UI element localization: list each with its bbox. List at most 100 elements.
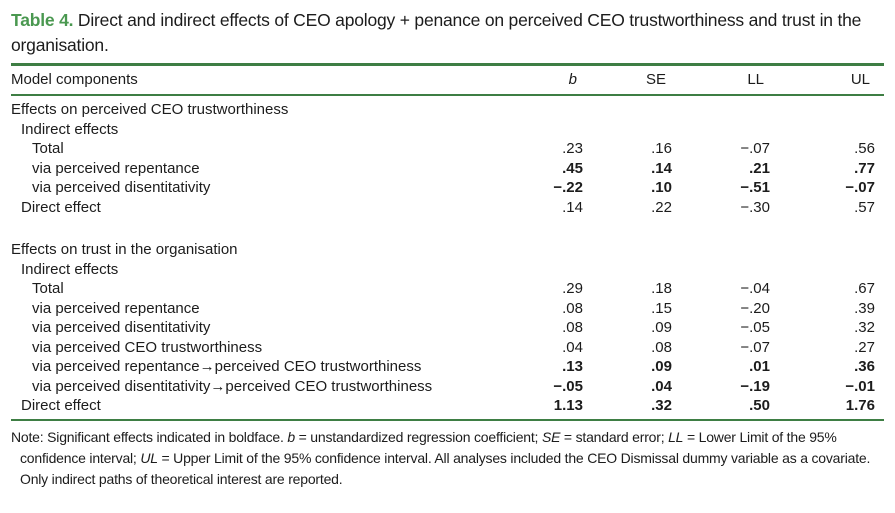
column-header-b: b (568, 71, 577, 88)
table-row: via perceived CEO trustworthiness .04 .0… (11, 338, 884, 358)
cell-ll: −.51 (740, 179, 770, 196)
column-header-ul: UL (850, 71, 870, 88)
cell-ll: .01 (749, 358, 770, 375)
column-header-ll: LL (747, 71, 764, 88)
section-header: Effects on trust in the organisation (11, 241, 238, 258)
cell-ul: 1.76 (845, 397, 875, 414)
cell-ul: .57 (854, 198, 875, 216)
cell-b: −.05 (553, 377, 583, 395)
table-row: Total .23 .16 −.07 .56 (11, 139, 884, 159)
cell-ll: −.04 (740, 280, 770, 297)
cell-ul (770, 260, 884, 280)
cell-se: .18 (651, 280, 672, 297)
table-row: Direct effect .14 .22 −.30 .57 (11, 198, 884, 218)
cell-ul: .77 (854, 159, 875, 177)
cell-se (583, 260, 672, 280)
table-row: via perceived disentitativity→perceived … (11, 377, 884, 397)
cell-b: .04 (562, 338, 583, 356)
cell-ul: .32 (854, 319, 875, 336)
cell-b: −.22 (553, 179, 583, 196)
cell-ll (672, 120, 770, 140)
cell-b (503, 260, 583, 280)
cell-ll: −.19 (740, 377, 770, 395)
cell-b: .08 (562, 299, 583, 317)
row-label: Direct effect (21, 397, 101, 414)
table-caption: Table 4. Direct and indirect effects of … (11, 8, 884, 58)
cell-ul: −.07 (845, 179, 875, 196)
section-header-row: Effects on perceived CEO trustworthiness (11, 100, 884, 120)
column-header-model-components: Model components (11, 71, 138, 88)
section-header-row: Effects on trust in the organisation (11, 240, 884, 260)
column-header-se: SE (645, 71, 666, 88)
note-text: = standard error; (560, 428, 669, 445)
row-label: via perceived disentitativity (32, 319, 211, 336)
cell-ll: .21 (749, 159, 770, 177)
cell-ll: −.20 (740, 299, 770, 317)
table-number: Table 4. (11, 10, 74, 30)
table-row: Indirect effects (11, 120, 884, 140)
table-row: Total .29 .18 −.04 .67 (11, 279, 884, 299)
bottom-rule (11, 418, 884, 421)
row-label: Direct effect (21, 198, 101, 216)
table-note: Note: Significant effects indicated in b… (11, 427, 884, 490)
cell-ul: .36 (854, 358, 875, 375)
note-var-b: b (287, 428, 295, 445)
cell-se: .14 (651, 159, 672, 177)
cell-ll (672, 260, 770, 280)
cell-b: .45 (562, 159, 583, 177)
section-header: Effects on perceived CEO trustworthiness (11, 101, 289, 118)
cell-ul (770, 120, 884, 140)
note-var-ll: LL (668, 428, 684, 445)
cell-b: .14 (562, 198, 583, 216)
cell-se: .09 (651, 319, 672, 336)
cell-ll: −.05 (740, 319, 770, 336)
note-text: = Lower Limit of the 95% confidence inte… (20, 428, 837, 466)
row-label: via perceived repentance→perceived CEO t… (32, 358, 422, 375)
cell-b: .13 (562, 358, 583, 375)
cell-ul: .27 (854, 338, 875, 356)
table-row: via perceived repentance→perceived CEO t… (11, 357, 884, 377)
table-row: Direct effect 1.13 .32 .50 1.76 (11, 396, 884, 416)
table-row: via perceived disentitativity .08 .09 −.… (11, 318, 884, 338)
cell-ll: .50 (749, 397, 770, 414)
table-body: Effects on perceived CEO trustworthiness… (11, 96, 884, 419)
row-label: Indirect effects (21, 260, 119, 278)
row-label: via perceived repentance (32, 159, 200, 177)
cell-ul: .56 (854, 140, 875, 157)
cell-ll: −.30 (740, 198, 770, 216)
cell-ll: −.07 (740, 140, 770, 157)
row-label: via perceived disentitativity→perceived … (32, 377, 433, 395)
row-label: Indirect effects (21, 120, 119, 138)
section-gap (11, 217, 884, 240)
cell-b: 1.13 (553, 397, 583, 414)
cell-se: .16 (651, 140, 672, 157)
row-label: via perceived repentance (32, 299, 200, 317)
row-label: via perceived CEO trustworthiness (32, 338, 263, 356)
note-var-ul: UL (140, 449, 158, 466)
table-header-row: Model components b SE LL UL (11, 66, 884, 94)
cell-se: .15 (651, 299, 672, 317)
cell-se: .04 (651, 377, 672, 395)
header-rule (11, 93, 884, 96)
cell-b (503, 120, 583, 140)
cell-ul: −.01 (845, 377, 875, 395)
cell-se: .32 (651, 397, 672, 414)
row-label: Total (32, 140, 64, 157)
cell-b: .23 (562, 140, 583, 157)
note-text: Note: Significant effects indicated in b… (11, 428, 288, 445)
cell-ll: −.07 (740, 338, 770, 356)
note-text: = unstandardized regression coefficient; (294, 428, 542, 445)
note-var-se: SE (541, 428, 561, 445)
row-label: Total (32, 280, 64, 297)
cell-b: .08 (562, 319, 583, 336)
table-row: via perceived repentance .08 .15 −.20 .3… (11, 299, 884, 319)
table-caption-text: Direct and indirect effects of CEO apolo… (11, 10, 862, 55)
cell-se: .22 (651, 198, 672, 216)
row-label: via perceived disentitativity (32, 179, 211, 196)
table-row: via perceived disentitativity −.22 .10 −… (11, 178, 884, 198)
cell-se (583, 120, 672, 140)
cell-b: .29 (562, 280, 583, 297)
table-row: via perceived repentance .45 .14 .21 .77 (11, 159, 884, 179)
cell-se: .09 (651, 358, 672, 375)
